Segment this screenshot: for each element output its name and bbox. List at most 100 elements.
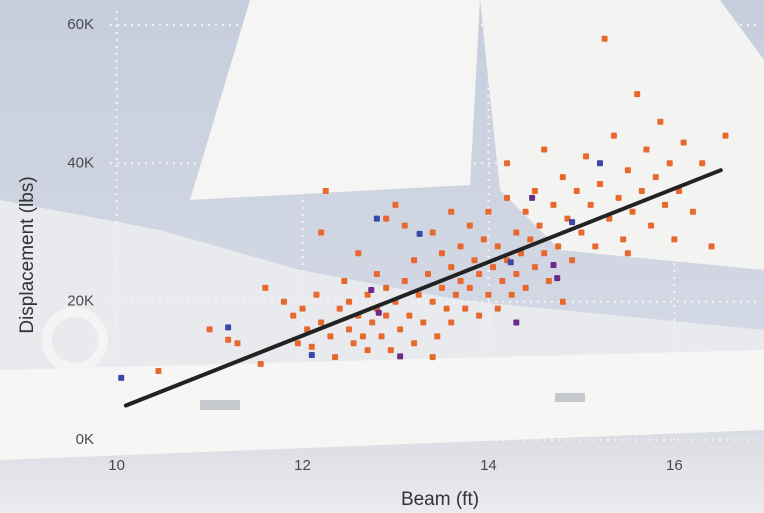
scatter-point: [550, 201, 557, 208]
scatter-point: [666, 160, 673, 167]
scatter-point: [541, 146, 548, 153]
scatter-point: [318, 229, 325, 236]
scatter-point: [554, 275, 561, 282]
scatter-point: [531, 264, 538, 271]
scatter-point: [499, 277, 506, 284]
scatter-point: [671, 236, 678, 243]
x-tick-label: 12: [294, 457, 311, 474]
scatter-point: [434, 333, 441, 340]
scatter-point: [452, 291, 459, 298]
scatter-point: [722, 132, 729, 139]
scatter-point: [708, 243, 715, 250]
scatter-point: [364, 347, 371, 354]
scatter-point: [643, 146, 650, 153]
scatter-point: [490, 264, 497, 271]
scatter-point: [564, 215, 571, 222]
scatter-point: [555, 243, 562, 250]
scatter-point: [401, 277, 408, 284]
scatter-point: [322, 187, 329, 194]
y-tick-label: 60K: [67, 16, 94, 33]
scatter-point: [345, 326, 352, 333]
scatter-point: [155, 367, 162, 374]
scatter-point: [392, 201, 399, 208]
scatter-point: [415, 291, 422, 298]
scatter-point: [429, 298, 436, 305]
scatter-point: [587, 201, 594, 208]
scatter-point: [569, 219, 576, 226]
x-tick-label: 14: [480, 457, 497, 474]
scatter-point: [545, 277, 552, 284]
scatter-point: [527, 236, 534, 243]
scatter-point: [657, 118, 664, 125]
scatter-point: [383, 312, 390, 319]
scatter-point: [504, 194, 511, 201]
scatter-point: [373, 215, 380, 222]
scatter-point: [429, 354, 436, 361]
scatter-point: [541, 250, 548, 257]
scatter-point: [652, 174, 659, 181]
scatter-point: [522, 284, 529, 291]
scatter-point: [648, 222, 655, 229]
scatter-point: [355, 250, 362, 257]
scatter-point: [601, 35, 608, 42]
x-tick-label: 16: [666, 457, 683, 474]
scatter-point: [531, 187, 538, 194]
scatter-point: [308, 343, 315, 350]
plot-marks: [118, 35, 729, 408]
scatter-point: [401, 222, 408, 229]
scatter-point: [406, 312, 413, 319]
trend-line: [123, 168, 723, 408]
scatter-point: [494, 243, 501, 250]
scatter-point: [438, 284, 445, 291]
scatter-point: [359, 333, 366, 340]
scatter-point: [513, 319, 520, 326]
scatter-point: [225, 336, 232, 343]
scatter-point: [573, 187, 580, 194]
scatter-point: [513, 271, 520, 278]
y-tick-label: 20K: [67, 293, 94, 310]
scatter-point: [387, 347, 394, 354]
scatter-point: [494, 305, 501, 312]
scatter-point: [638, 187, 645, 194]
scatter-point: [624, 250, 631, 257]
scatter-point: [448, 319, 455, 326]
scatter-point: [294, 340, 301, 347]
scatter-point: [364, 291, 371, 298]
scatter-point: [680, 139, 687, 146]
scatter-point: [438, 250, 445, 257]
scatter-point: [507, 259, 514, 266]
x-tick-label: 10: [108, 457, 125, 474]
scatter-point: [578, 229, 585, 236]
scatter-point: [280, 298, 287, 305]
scatter-point: [206, 326, 213, 333]
scatter-point: [336, 305, 343, 312]
scatter-point: [485, 291, 492, 298]
scatter-point: [332, 354, 339, 361]
scatter-point: [383, 215, 390, 222]
scatter-point: [341, 277, 348, 284]
scatter-point: [480, 236, 487, 243]
scatter-point: [257, 361, 264, 368]
scatter-point: [448, 264, 455, 271]
scatter-point: [234, 340, 241, 347]
scatter-point: [699, 160, 706, 167]
scatter-point: [416, 230, 423, 237]
scatter-point: [327, 333, 334, 340]
scatter-point: [457, 243, 464, 250]
scatter-point: [425, 271, 431, 278]
scatter-point: [529, 194, 536, 201]
scatter-point: [504, 160, 511, 167]
scatter-point: [634, 91, 641, 98]
scatter-point: [550, 262, 557, 269]
scatter-point: [466, 284, 473, 291]
scatter-point: [369, 319, 376, 326]
scatter-point: [615, 194, 622, 201]
y-tick-label: 0K: [76, 431, 94, 448]
scatter-point: [569, 257, 576, 264]
scatter-point: [522, 208, 529, 215]
scatter-point: [225, 324, 232, 331]
scatter-point: [485, 208, 492, 215]
scatter-point: [313, 291, 320, 298]
scatter-point: [345, 298, 352, 305]
